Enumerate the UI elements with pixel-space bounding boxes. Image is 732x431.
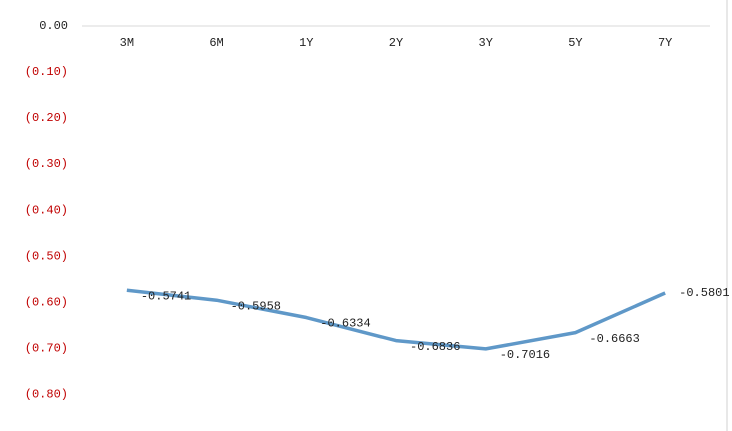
y-tick-label: (0.20) [25, 111, 68, 125]
data-label: -0.6836 [410, 340, 460, 354]
x-tick-label: 5Y [568, 36, 582, 50]
data-label: -0.7016 [500, 348, 550, 362]
series-line [126, 288, 666, 351]
data-label: -0.6663 [589, 332, 639, 346]
y-tick-label: 0.00 [39, 19, 68, 33]
y-tick-label: (0.30) [25, 157, 68, 171]
x-tick-label: 2Y [389, 36, 403, 50]
x-tick-label: 6M [209, 36, 223, 50]
x-tick-label: 7Y [658, 36, 672, 50]
y-tick-label: (0.50) [25, 249, 68, 263]
y-tick-label: (0.10) [25, 65, 68, 79]
data-label: -0.5801 [679, 286, 729, 300]
data-label: -0.5958 [231, 299, 281, 313]
data-label: -0.5741 [141, 289, 191, 303]
x-tick-label: 1Y [299, 36, 313, 50]
data-label: -0.6334 [320, 317, 370, 331]
x-tick-label: 3M [120, 36, 134, 50]
x-tick-label: 3Y [479, 36, 493, 50]
y-tick-label: (0.60) [25, 295, 68, 309]
y-tick-label: (0.70) [25, 341, 68, 355]
y-tick-label: (0.80) [25, 387, 68, 401]
y-tick-label: (0.40) [25, 203, 68, 217]
